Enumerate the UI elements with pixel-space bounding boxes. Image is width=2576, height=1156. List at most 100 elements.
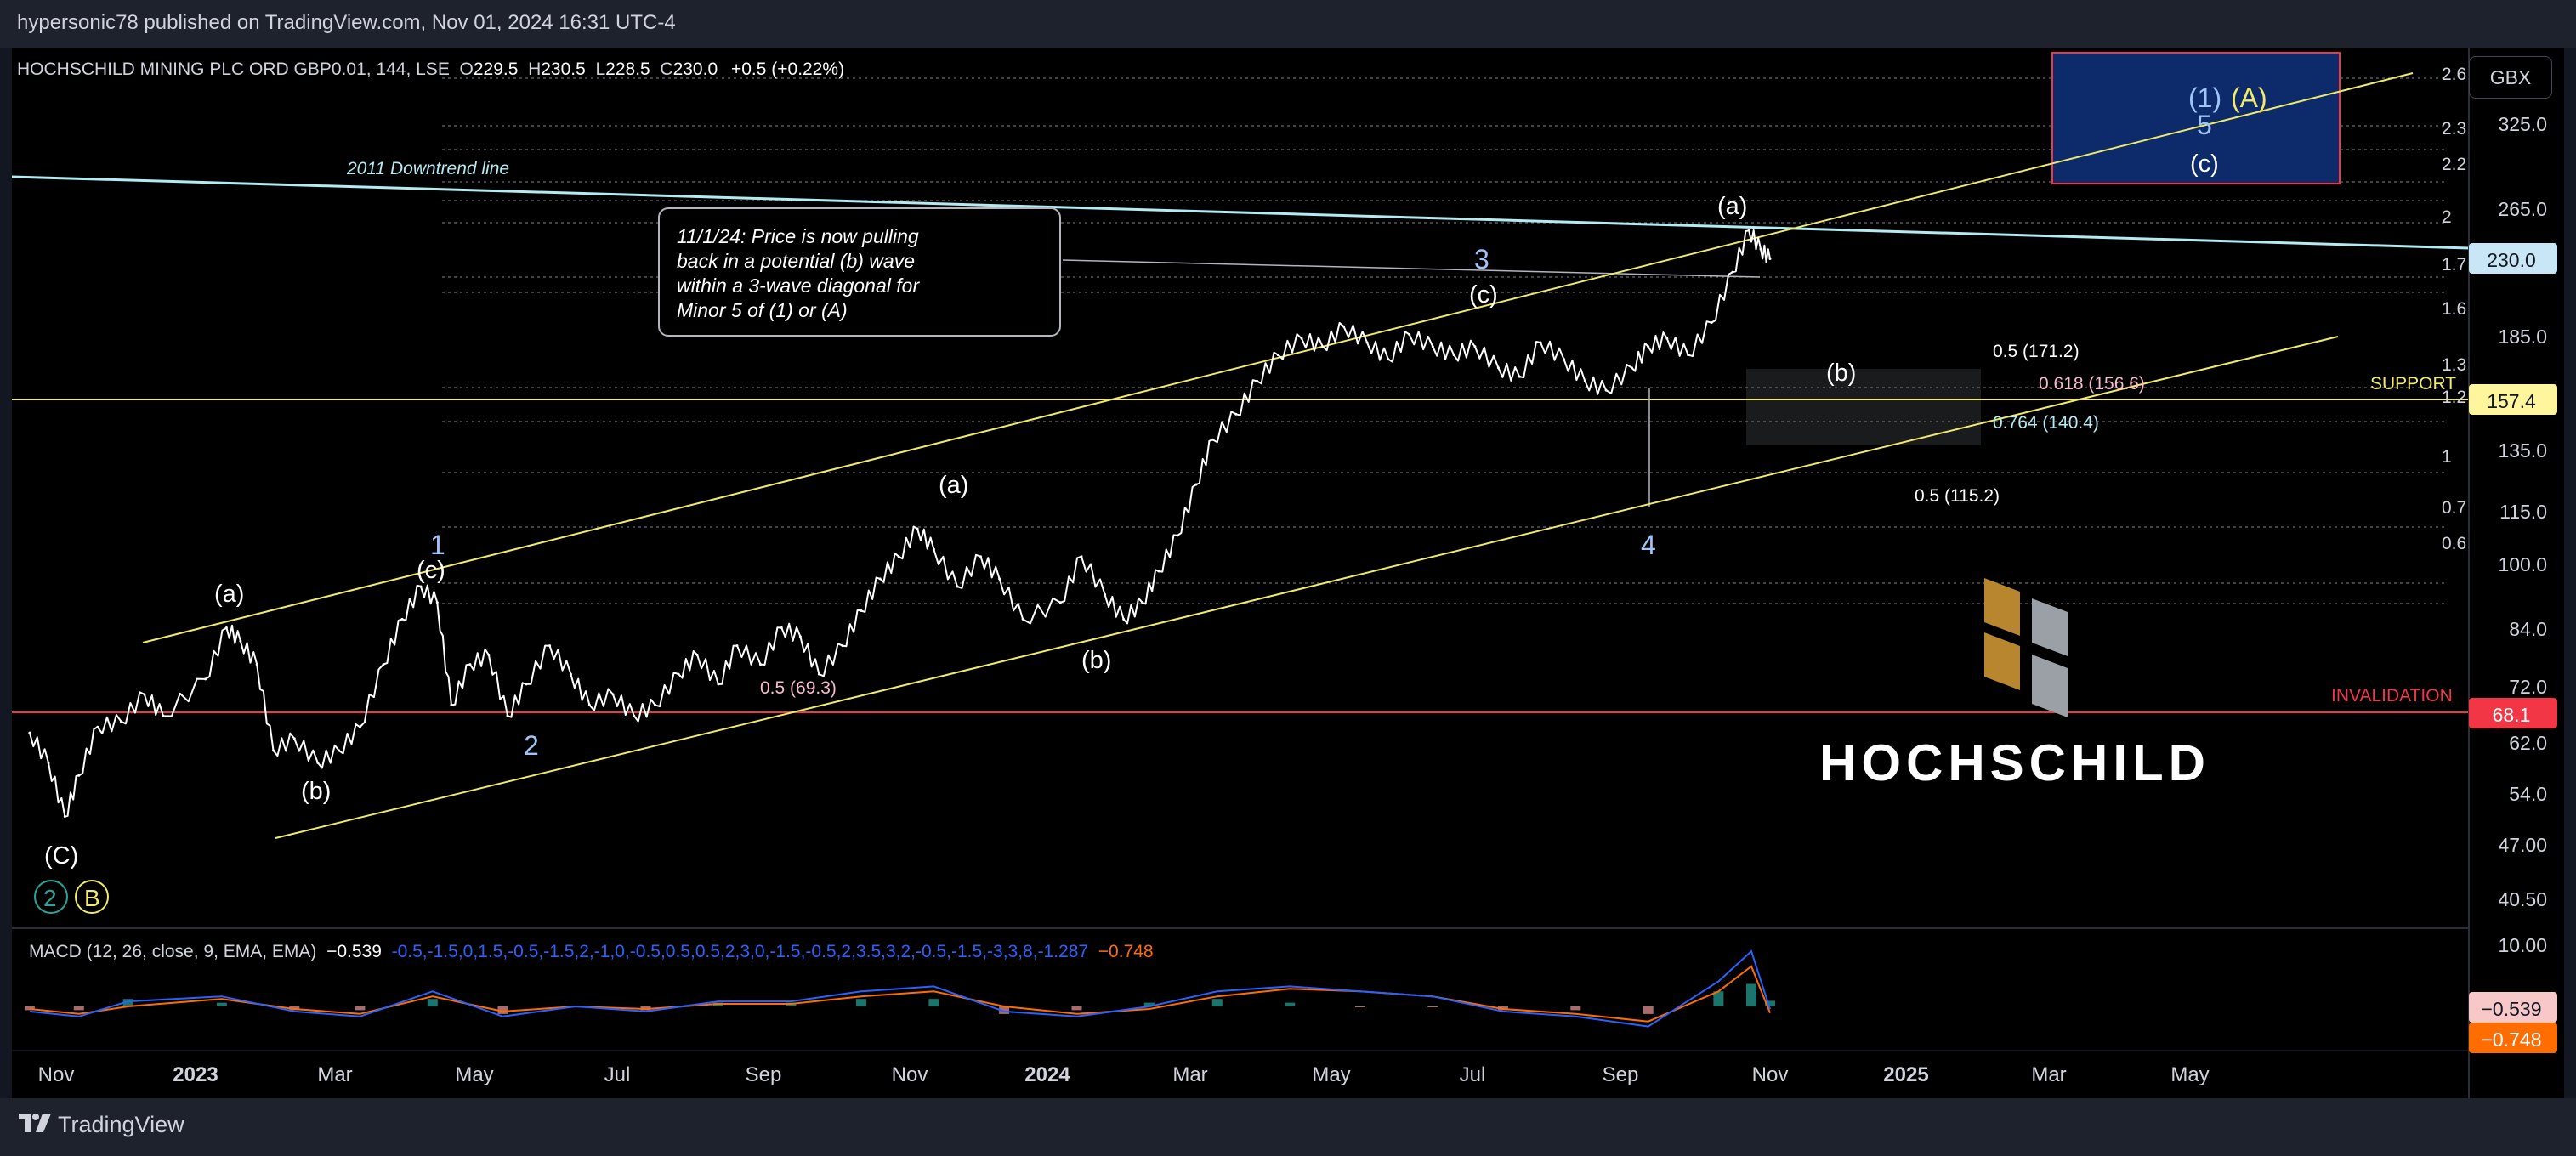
currency-button[interactable]: GBX [2469,56,2552,99]
logo-wordmark: HOCHSCHILD [1819,734,2210,791]
price-axis-panel [2469,48,2564,1098]
price-point [1021,617,1024,620]
macd-legend[interactable]: MACD (12, 26, close, 9, EMA, EMA) −0.539… [29,942,1154,962]
macd-value-badge-bg [2469,992,2557,1023]
macd-histogram-bar [1285,1002,1296,1006]
price-point [255,663,258,666]
tradingview-brand[interactable]: TradingView [58,1112,184,1137]
macd-histogram-bar [1354,1006,1365,1007]
upper-channel-line [142,72,2414,643]
fib-ratio-label: 2.6 [2442,65,2466,84]
x-tick-label: Sep [746,1063,782,1086]
price-point [239,639,242,643]
fib-label: 0.764 (140.4) [1993,413,2099,433]
wave-label-a: (a) [1717,193,1747,220]
analysis-note[interactable]: 11/1/24: Price is now pulling back in a … [658,207,1061,337]
price-point [1276,354,1279,357]
y-tick-label: 265.0 [2498,198,2547,220]
price-point [96,725,99,728]
price-point [1563,358,1565,361]
price-point [916,527,919,530]
x-tick-label: Nov [1752,1063,1789,1086]
price-point [798,635,802,638]
wave-label-3: 3 [1474,244,1489,275]
price-point [1387,358,1390,361]
wave-label-b: (b) [1081,647,1111,674]
price-point [28,731,31,734]
price-point [1104,592,1106,596]
y-tick-label: 47.00 [2498,834,2547,856]
price-point [435,601,439,604]
fib-ratio-label: 2.3 [2442,119,2466,139]
macd-hist-value: −0.748 [1098,942,1154,961]
macd-histogram-bar [355,1006,366,1011]
fib-label: 0.5 (171.2) [1993,342,2080,361]
x-tick-label: May [455,1063,493,1086]
price-point [1211,438,1214,441]
publish-header: hypersonic78 published on TradingView.co… [0,0,2576,48]
price-point [1234,412,1238,416]
x-tick-label: Sep [1603,1063,1639,1086]
macd-y-tick-label: 10.00 [2498,934,2547,956]
x-tick-label: Mar [317,1063,352,1086]
macd-histogram-bar [24,1006,35,1011]
price-point [338,749,341,752]
support-price-badge: 157.4 [2487,390,2536,412]
y-tick-label: 135.0 [2498,439,2547,462]
fib-label: 0.618 (156.6) [2039,374,2145,394]
price-point [817,672,820,676]
price-point [1058,601,1062,604]
price-point [695,654,699,656]
note-line: within a 3-wave diagonal for [677,275,920,297]
price-point [204,677,207,681]
fib-ratio-label: 1.3 [2442,355,2466,375]
wave-label-A-paren: (A) [2231,82,2267,113]
price-point [1256,379,1259,382]
note-line: back in a potential (b) wave [677,250,915,272]
price-point [1583,379,1586,382]
wave-label-a: (a) [214,581,244,608]
note-line: Minor 5 of (1) or (A) [677,299,848,321]
macd-histogram-bar [122,999,133,1007]
price-point [450,703,453,706]
price-point [1408,333,1411,336]
macd-histogram-bar [216,1002,227,1006]
price-point [780,626,783,629]
wave-label-c: (c) [2190,150,2219,178]
price-point [224,626,228,629]
wave-label-c: (c) [1469,281,1498,309]
price-point [419,585,423,588]
ohlc-high: 230.5 [541,60,586,79]
invalidation-label: INVALIDATION [2331,686,2453,706]
tradingview-logo-icon[interactable] [17,1110,54,1136]
price-point [63,815,66,818]
downtrend-label: 2011 Downtrend line [346,159,509,178]
current-price-badge: 230.0 [2487,249,2536,271]
price-point [587,703,591,706]
price-point [1731,270,1734,274]
price-point [506,714,509,717]
macd-histogram-bar [497,1006,508,1014]
footer-bar: TradingView [0,1098,2576,1156]
macd-histogram-bar [856,999,866,1007]
price-point [878,577,882,581]
price-point [1141,601,1144,604]
wave-label-1-paren: (1) [2188,82,2221,113]
wave-label-b: (b) [301,778,331,805]
price-point [468,663,472,666]
wave-label-4: 4 [1641,530,1656,560]
fib-label: 0.5 (69.3) [760,678,837,698]
price-point [1759,247,1762,251]
price-point [897,555,900,558]
x-tick-label: 2025 [1883,1063,1928,1086]
price-point [1431,345,1434,348]
y-tick-label: 40.50 [2498,888,2547,910]
symbol-legend[interactable]: HOCHSCHILD MINING PLC ORD GBP0.01, 144, … [17,60,845,79]
macd-histogram-bar [1765,1000,1775,1006]
chart-canvas[interactable]: 2011 Downtrend line (a) (a) (a) (b) (b) (b) (c)… [0,0,2576,1098]
circled-label-B: B [84,885,100,911]
wave-label-b: (b) [1826,360,1856,387]
price-point [1665,337,1669,340]
price-point [1194,483,1198,486]
price-point [272,749,275,752]
